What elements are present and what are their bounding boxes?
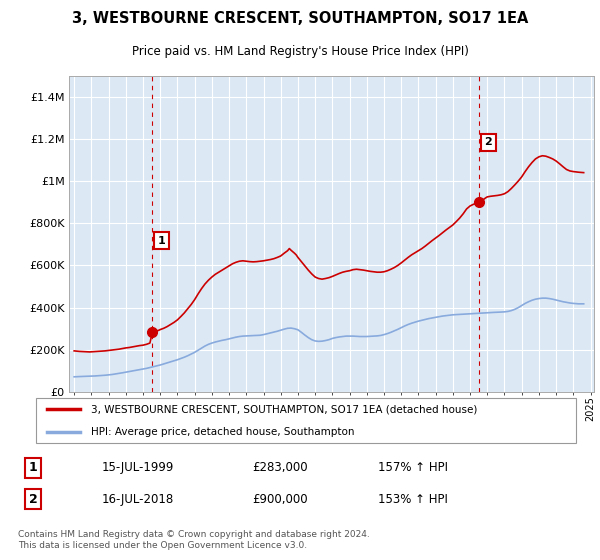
Text: Contains HM Land Registry data © Crown copyright and database right 2024.
This d: Contains HM Land Registry data © Crown c… xyxy=(18,530,370,549)
Text: 153% ↑ HPI: 153% ↑ HPI xyxy=(378,493,448,506)
Text: 157% ↑ HPI: 157% ↑ HPI xyxy=(378,461,448,474)
Text: HPI: Average price, detached house, Southampton: HPI: Average price, detached house, Sout… xyxy=(91,427,354,437)
Text: £900,000: £900,000 xyxy=(252,493,308,506)
Text: 3, WESTBOURNE CRESCENT, SOUTHAMPTON, SO17 1EA: 3, WESTBOURNE CRESCENT, SOUTHAMPTON, SO1… xyxy=(72,11,528,26)
Text: Price paid vs. HM Land Registry's House Price Index (HPI): Price paid vs. HM Land Registry's House … xyxy=(131,45,469,58)
Text: £283,000: £283,000 xyxy=(252,461,308,474)
Text: 3, WESTBOURNE CRESCENT, SOUTHAMPTON, SO17 1EA (detached house): 3, WESTBOURNE CRESCENT, SOUTHAMPTON, SO1… xyxy=(91,404,477,414)
Text: 2: 2 xyxy=(29,493,37,506)
Text: 15-JUL-1999: 15-JUL-1999 xyxy=(102,461,175,474)
FancyBboxPatch shape xyxy=(35,398,577,443)
Text: 1: 1 xyxy=(29,461,37,474)
Text: 1: 1 xyxy=(157,236,165,246)
Text: 2: 2 xyxy=(485,137,492,147)
Text: 16-JUL-2018: 16-JUL-2018 xyxy=(102,493,174,506)
